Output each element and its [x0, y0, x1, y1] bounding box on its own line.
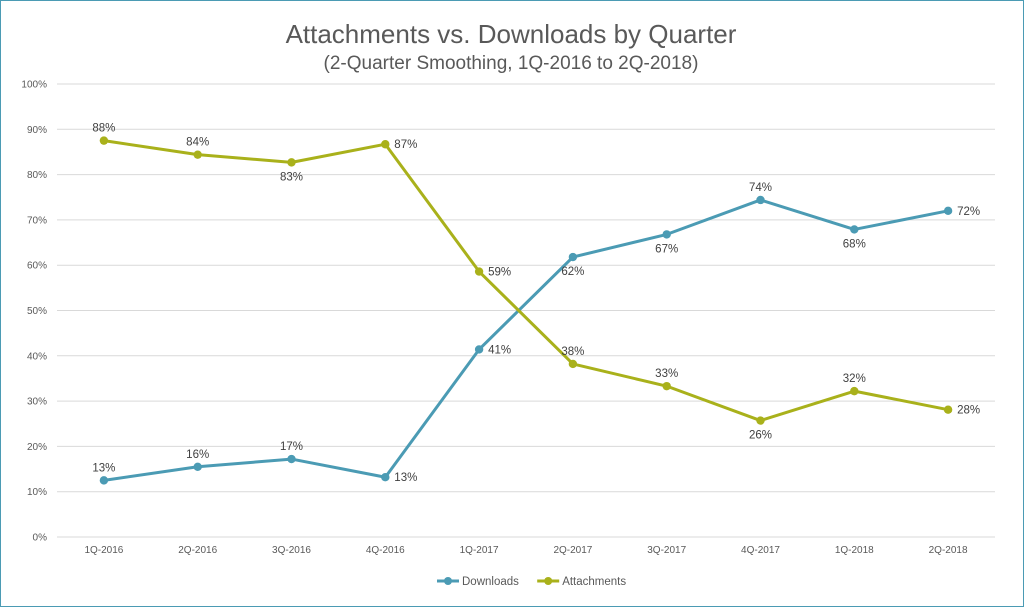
data-point-attachments[interactable] — [99, 136, 109, 145]
x-tick-label: 1Q-2016 — [84, 545, 123, 556]
legend-item-attachments[interactable]: Attachments — [537, 576, 626, 588]
x-tick-label: 3Q-2017 — [647, 545, 686, 556]
y-tick-label: 70% — [27, 215, 47, 226]
y-tick-label: 40% — [27, 351, 47, 362]
data-label-attachments: 59% — [488, 267, 511, 279]
data-point-downloads[interactable] — [99, 476, 109, 485]
data-label-downloads: 68% — [843, 238, 866, 250]
data-label-attachments: 83% — [280, 171, 303, 183]
data-point-attachments[interactable] — [756, 416, 765, 425]
data-label-downloads: 13% — [394, 472, 417, 484]
series-line-downloads — [102, 198, 950, 482]
y-tick-label: 50% — [27, 306, 47, 317]
x-tick-label: 2Q-2018 — [929, 545, 968, 556]
data-label-downloads: 72% — [957, 206, 980, 218]
legend-item-downloads[interactable]: Downloads — [437, 576, 519, 588]
x-tick-label: 1Q-2018 — [835, 545, 874, 556]
data-point-downloads[interactable] — [381, 473, 390, 482]
y-tick-label: 60% — [27, 261, 47, 272]
x-tick-label: 1Q-2017 — [460, 545, 499, 556]
data-label-downloads: 16% — [186, 449, 209, 461]
y-tick-label: 80% — [27, 170, 47, 181]
x-tick-label: 2Q-2016 — [178, 545, 217, 556]
data-point-attachments[interactable] — [287, 158, 296, 167]
chart-title: Attachments vs. Downloads by Quarter — [286, 19, 737, 49]
data-point-attachments[interactable] — [850, 386, 859, 396]
data-label-attachments: 32% — [843, 373, 866, 385]
data-label-downloads: 41% — [488, 344, 511, 356]
y-tick-label: 10% — [27, 487, 47, 498]
data-point-downloads[interactable] — [568, 252, 578, 262]
data-label-attachments: 33% — [655, 368, 678, 380]
y-tick-label: 90% — [27, 125, 47, 136]
data-point-attachments[interactable] — [474, 267, 484, 276]
data-label-downloads: 74% — [749, 182, 772, 194]
data-label-attachments: 87% — [394, 139, 417, 151]
legend-label: Attachments — [562, 576, 626, 588]
data-label-attachments: 84% — [186, 137, 209, 149]
x-axis: 1Q-2016 2Q-2016 3Q-2016 4Q-2016 1Q-2017 2Q-20… — [84, 545, 968, 556]
data-point-attachments[interactable] — [943, 405, 953, 414]
data-label-attachments: 88% — [92, 123, 115, 135]
data-label-attachments: 26% — [749, 430, 772, 442]
data-point-downloads[interactable] — [474, 345, 484, 354]
data-point-attachments[interactable] — [193, 150, 202, 159]
y-tick-label: 20% — [27, 442, 47, 453]
legend-swatch-marker — [444, 577, 452, 585]
data-labels: 13% 16% 17% 13% 41% 62% 67% 74% 68% 72% 88% 84% 83% 8… — [92, 123, 980, 485]
data-point-attachments[interactable] — [662, 381, 671, 391]
data-label-downloads: 13% — [92, 462, 115, 474]
legend-label: Downloads — [462, 576, 519, 588]
y-tick-label: 30% — [27, 397, 47, 408]
legend[interactable]: Downloads Attachments — [437, 576, 626, 588]
data-point-downloads[interactable] — [943, 206, 953, 216]
data-label-downloads: 62% — [561, 266, 584, 278]
x-tick-label: 3Q-2016 — [272, 545, 311, 556]
x-tick-label: 4Q-2016 — [366, 545, 405, 556]
chart-subtitle: (2-Quarter Smoothing, 1Q-2016 to 2Q-2018… — [324, 53, 699, 74]
y-axis: 0% 10% 20% 30% 40% 50% 60% 70% 80% 90% 100% — [21, 80, 47, 544]
series-line-attachments — [102, 139, 950, 423]
data-label-attachments: 28% — [957, 405, 980, 417]
y-tick-label: 100% — [21, 80, 47, 91]
x-tick-label: 2Q-2017 — [553, 545, 592, 556]
data-label-downloads: 67% — [655, 243, 678, 255]
data-point-attachments[interactable] — [381, 140, 390, 149]
x-tick-label: 4Q-2017 — [741, 545, 780, 556]
data-point-downloads[interactable] — [756, 195, 765, 205]
data-label-downloads: 17% — [280, 441, 303, 453]
data-point-downloads[interactable] — [193, 462, 202, 471]
series-group — [99, 136, 953, 485]
y-tick-label: 0% — [33, 533, 48, 544]
data-point-downloads[interactable] — [287, 454, 296, 464]
data-point-attachments[interactable] — [568, 359, 578, 369]
data-label-attachments: 38% — [561, 346, 584, 358]
data-point-downloads[interactable] — [662, 230, 671, 239]
legend-swatch-marker — [544, 577, 553, 585]
gridlines — [57, 83, 995, 538]
data-point-downloads[interactable] — [850, 225, 859, 234]
